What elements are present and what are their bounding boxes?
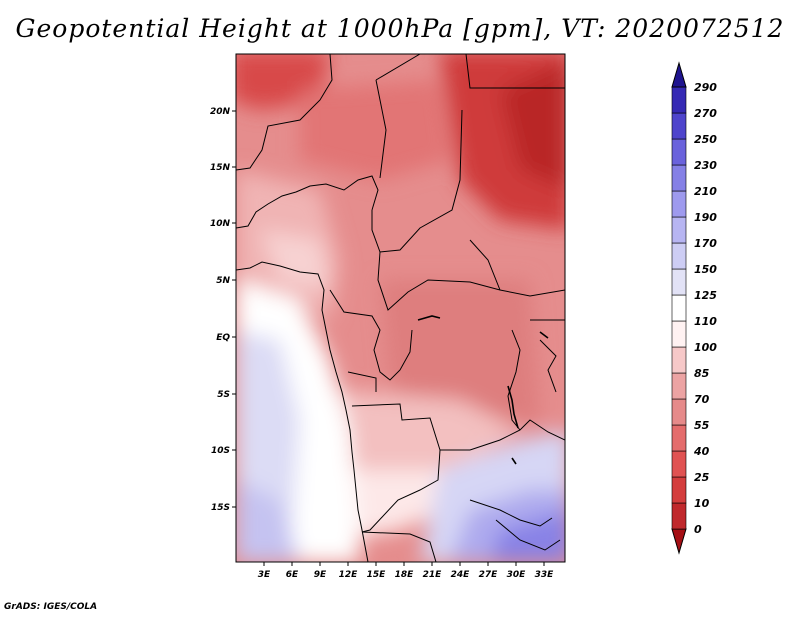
lon-label-9e: 9E [314,570,327,580]
colorbar-swatch [671,424,687,452]
colorbar-swatch [671,190,687,218]
colorbar-label: 270 [694,107,717,120]
lon-label-30e: 30E [507,570,527,580]
lat-label-5n: 5N [216,276,230,286]
lat-label-10s: 10S [211,446,230,456]
lat-label-eq: EQ [216,333,230,343]
lat-label-15s: 15S [211,503,230,513]
colorbar-swatch [671,216,687,244]
colorbar-label: 25 [694,471,710,484]
colorbar-swatch [671,320,687,348]
colorbar-swatch [671,112,687,140]
colorbar-cap-low [671,528,687,555]
colorbar-label: 125 [694,289,717,302]
colorbar-label: 150 [694,263,717,276]
lon-label-18e: 18E [395,570,415,580]
lon-ticks [263,562,545,566]
colorbar-label: 40 [693,445,710,458]
colorbar-swatch [671,476,687,504]
lat-label-5s: 5S [217,390,230,400]
colorbar: 0 10 25 40 55 70 85 100 110 125 150 170 190 210 230 250… [671,61,717,555]
lon-label-12e: 12E [339,570,359,580]
colorbar-swatch [671,138,687,166]
colorbar-label: 170 [694,237,717,250]
colorbar-label: 230 [694,159,717,172]
country-borders [236,54,565,562]
colorbar-swatch [671,164,687,192]
lat-ticks [232,110,236,508]
colorbar-label: 110 [694,315,717,328]
colorbar-swatch [671,450,687,478]
colorbar-label: 70 [694,393,710,406]
colorbar-swatch [671,242,687,270]
lon-label-27e: 27E [479,570,499,580]
map-frame [235,53,566,563]
colorbar-label: 55 [694,419,710,432]
lat-label-15n: 15N [210,163,231,173]
lon-label-24e: 24E [451,570,471,580]
colorbar-label: 250 [694,133,717,146]
colorbar-swatch [671,86,687,114]
colorbar-cap-high [671,61,687,88]
lat-label-20n: 20N [210,107,231,117]
lon-label-15e: 15E [367,570,387,580]
colorbar-swatch [671,346,687,374]
lon-label-3e: 3E [258,570,271,580]
lon-label-33e: 33E [535,570,555,580]
colorbar-swatch [671,398,687,426]
colorbar-label: 210 [694,185,717,198]
lon-label-6e: 6E [286,570,299,580]
lon-label-21e: 21E [423,570,443,580]
colorbar-label: 85 [694,367,710,380]
grads-credit: GrADS: IGES/COLA [4,602,98,612]
colorbar-label: 190 [694,211,717,224]
map-title: Geopotential Height at 1000hPa [gpm], VT… [15,14,785,43]
colorbar-swatch [671,268,687,296]
colorbar-label: 0 [694,523,702,536]
lat-label-10n: 10N [210,219,231,229]
colorbar-swatch [671,372,687,400]
colorbar-label: 100 [694,341,717,354]
colorbar-label: 290 [694,81,717,94]
colorbar-swatch [671,502,687,530]
lakes [417,315,549,465]
height-field [236,54,565,562]
colorbar-swatch [671,294,687,322]
colorbar-label: 10 [694,497,710,510]
